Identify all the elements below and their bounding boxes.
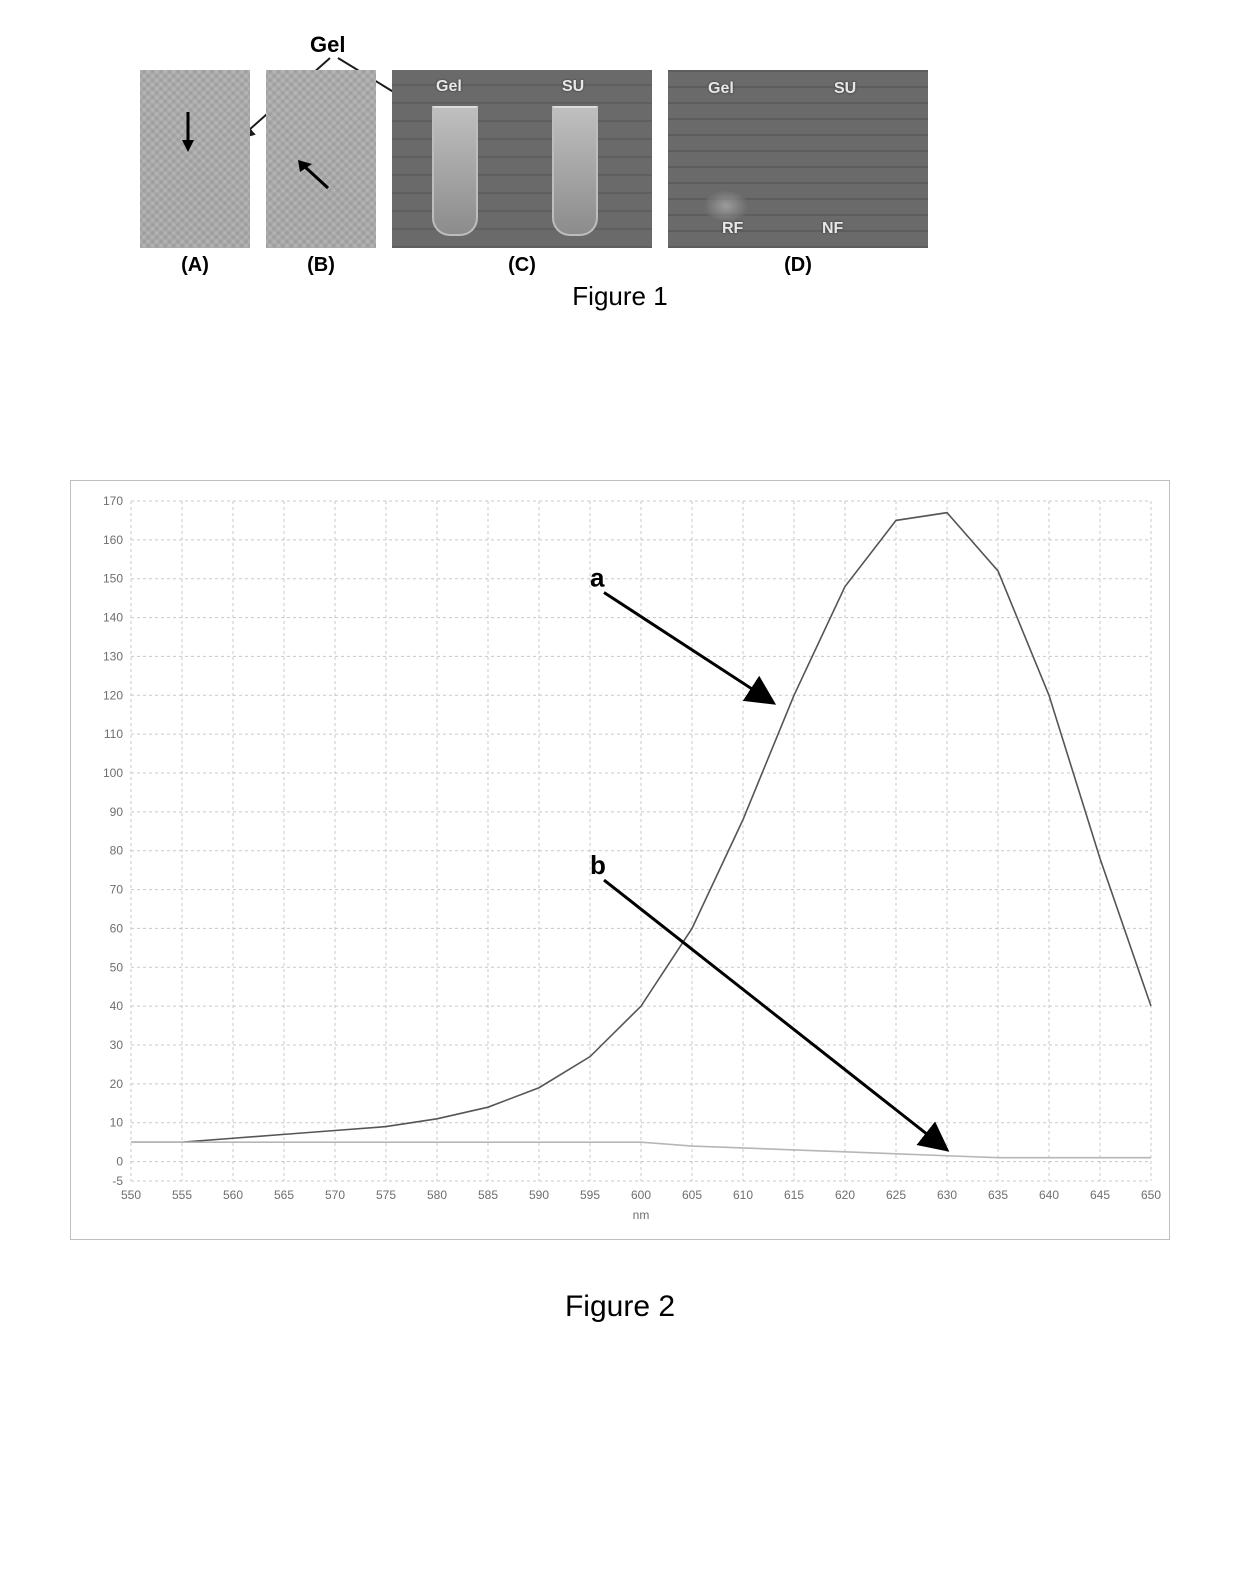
panel-c: Gel SU (C) (392, 70, 652, 277)
figure-1-caption: Figure 1 (140, 281, 1100, 312)
figure-1-panels: (A) (B) Gel SU (C) G (140, 70, 1100, 277)
tube-su (552, 106, 598, 236)
panel-d-label-nf: NF (822, 220, 843, 238)
panel-b-caption: (B) (266, 254, 376, 277)
svg-text:60: 60 (110, 921, 124, 935)
panel-a: (A) (140, 70, 250, 277)
spectrum-chart: -5 0 10 20 30 40 50 60 70 80 90 100 110 120 130 140 150 1… (70, 480, 1170, 1240)
panel-a-caption: (A) (140, 254, 250, 277)
chart-svg: -5 0 10 20 30 40 50 60 70 80 90 100 110 120 130 140 150 1… (71, 481, 1171, 1241)
svg-text:555: 555 (172, 1188, 192, 1202)
svg-text:600: 600 (631, 1188, 651, 1202)
svg-text:640: 640 (1039, 1188, 1059, 1202)
panel-b-arrow (266, 70, 376, 248)
svg-text:150: 150 (103, 572, 123, 586)
svg-text:585: 585 (478, 1188, 498, 1202)
svg-text:nm: nm (633, 1208, 650, 1222)
svg-text:80: 80 (110, 844, 124, 858)
svg-text:100: 100 (103, 766, 123, 780)
svg-text:615: 615 (784, 1188, 804, 1202)
tube-gel (432, 106, 478, 236)
panel-d-caption: (D) (668, 254, 928, 277)
svg-text:140: 140 (103, 611, 123, 625)
svg-text:580: 580 (427, 1188, 447, 1202)
panel-d-image: Gel SU RF NF (668, 70, 928, 248)
svg-text:565: 565 (274, 1188, 294, 1202)
svg-text:595: 595 (580, 1188, 600, 1202)
svg-text:625: 625 (886, 1188, 906, 1202)
figure-2: -5 0 10 20 30 40 50 60 70 80 90 100 110 120 130 140 150 1… (70, 480, 1170, 1324)
svg-text:630: 630 (937, 1188, 957, 1202)
svg-text:30: 30 (110, 1038, 124, 1052)
svg-text:70: 70 (110, 883, 124, 897)
panel-c-label-gel: Gel (436, 78, 462, 96)
svg-text:160: 160 (103, 533, 123, 547)
svg-text:110: 110 (104, 727, 123, 741)
chart-labels: ab (590, 562, 947, 1149)
svg-text:130: 130 (103, 649, 123, 663)
figure-1: Gel (A) (140, 40, 1100, 312)
panel-b-image (266, 70, 376, 248)
svg-text:0: 0 (116, 1155, 123, 1169)
svg-text:570: 570 (325, 1188, 345, 1202)
svg-text:605: 605 (682, 1188, 702, 1202)
gel-pointer-label: Gel (310, 32, 345, 58)
panel-d-spot (704, 190, 748, 222)
panel-c-caption: (C) (392, 254, 652, 277)
panel-b: (B) (266, 70, 376, 277)
svg-text:20: 20 (110, 1077, 124, 1091)
svg-text:90: 90 (110, 805, 124, 819)
chart-grid (131, 501, 1151, 1181)
svg-text:575: 575 (376, 1188, 396, 1202)
panel-d: Gel SU RF NF (D) (668, 70, 928, 277)
panel-d-label-rf: RF (722, 220, 743, 238)
chart-axes: -5 0 10 20 30 40 50 60 70 80 90 100 110 120 130 140 150 1… (103, 494, 1161, 1222)
svg-text:635: 635 (988, 1188, 1008, 1202)
svg-text:10: 10 (110, 1116, 124, 1130)
panel-d-label-su: SU (834, 80, 856, 98)
svg-text:590: 590 (529, 1188, 549, 1202)
svg-text:645: 645 (1090, 1188, 1110, 1202)
panel-d-label-gel: Gel (708, 80, 734, 98)
svg-text:a: a (590, 562, 605, 592)
figure-2-caption: Figure 2 (70, 1290, 1170, 1324)
svg-text:b: b (590, 850, 606, 880)
svg-text:40: 40 (110, 999, 124, 1013)
panel-a-image (140, 70, 250, 248)
svg-text:650: 650 (1141, 1188, 1161, 1202)
svg-text:550: 550 (121, 1188, 141, 1202)
svg-text:50: 50 (110, 960, 124, 974)
svg-text:120: 120 (103, 688, 123, 702)
panel-c-label-su: SU (562, 78, 584, 96)
panel-c-image: Gel SU (392, 70, 652, 248)
svg-text:-5: -5 (112, 1174, 123, 1188)
panel-a-arrow (140, 70, 250, 248)
svg-text:610: 610 (733, 1188, 753, 1202)
svg-text:170: 170 (103, 494, 123, 508)
svg-text:560: 560 (223, 1188, 243, 1202)
svg-text:620: 620 (835, 1188, 855, 1202)
